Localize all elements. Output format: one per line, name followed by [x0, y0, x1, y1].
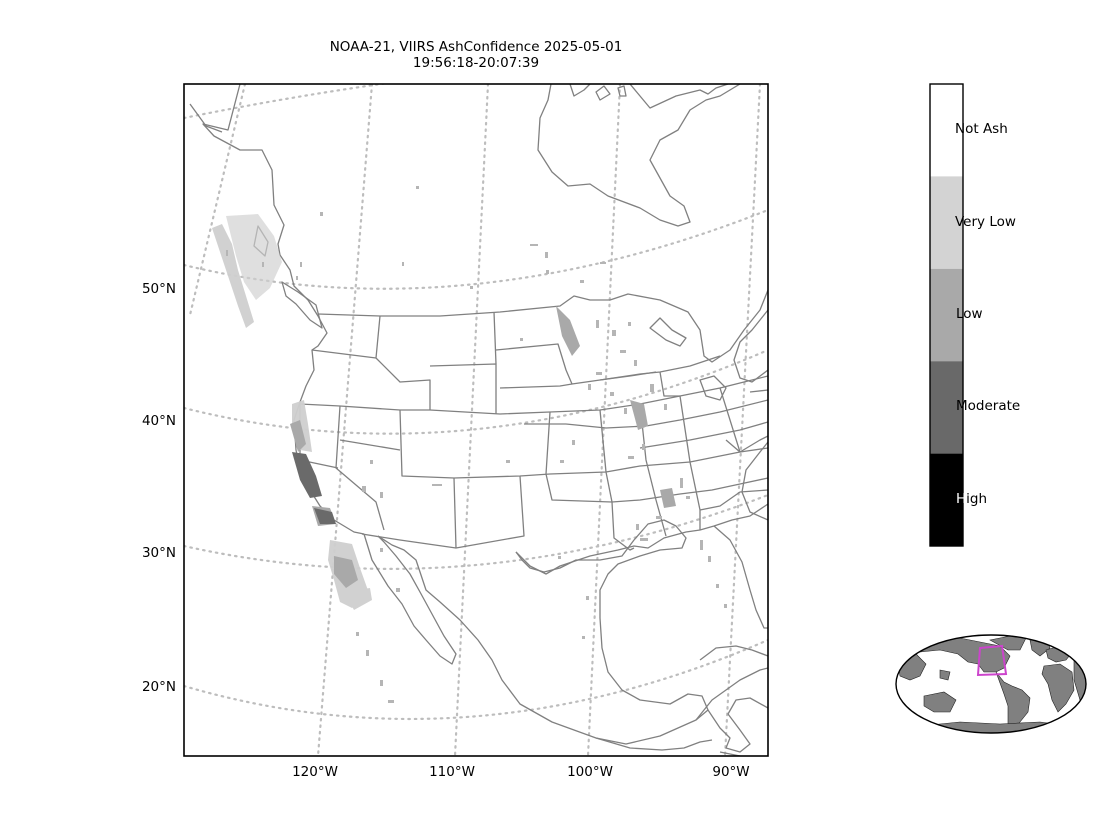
lat-label-50: 50°N	[142, 281, 176, 297]
colorbar-label-not-ash: Not Ash	[955, 121, 1008, 137]
colorbar-segment-high	[930, 453, 963, 546]
colorbar-segment-low	[930, 268, 963, 362]
colorbar-label-low: Low	[956, 306, 983, 322]
colorbar-label-high-rest: igh	[966, 491, 988, 507]
lat-label-20: 20°N	[142, 679, 176, 695]
title-line-1: NOAA-21, VIIRS AshConfidence 2025-05-01	[329, 39, 623, 55]
colorbar-label-very-low: Very Low	[955, 214, 1016, 230]
lat-label-30: 30°N	[142, 545, 176, 561]
map-frame	[183, 83, 769, 757]
map-area	[184, 84, 768, 756]
lon-label-90w: 90°W	[712, 764, 749, 780]
colorbar-segment-moderate	[930, 361, 963, 454]
inset-world-map	[895, 634, 1087, 734]
colorbar	[929, 83, 964, 547]
colorbar-frame	[929, 83, 964, 547]
colorbar-label-moderate: Moderate	[956, 398, 1021, 414]
lat-label-40: 40°N	[142, 413, 176, 429]
map-title: NOAA-21, VIIRS AshConfidence 2025-05-01 …	[226, 39, 726, 71]
ash-confidence-overlay	[212, 186, 727, 703]
lon-label-100w: 100°W	[567, 764, 613, 780]
colorbar-label-high: High	[956, 491, 988, 507]
colorbar-segment-not-ash	[930, 84, 963, 177]
title-line-2: 19:56:18-20:07:39	[412, 55, 540, 71]
lon-label-120w: 120°W	[292, 764, 338, 780]
inset-extent-highlight	[976, 644, 1008, 677]
lon-label-110w: 110°W	[429, 764, 475, 780]
colorbar-segment-very-low	[930, 176, 963, 269]
